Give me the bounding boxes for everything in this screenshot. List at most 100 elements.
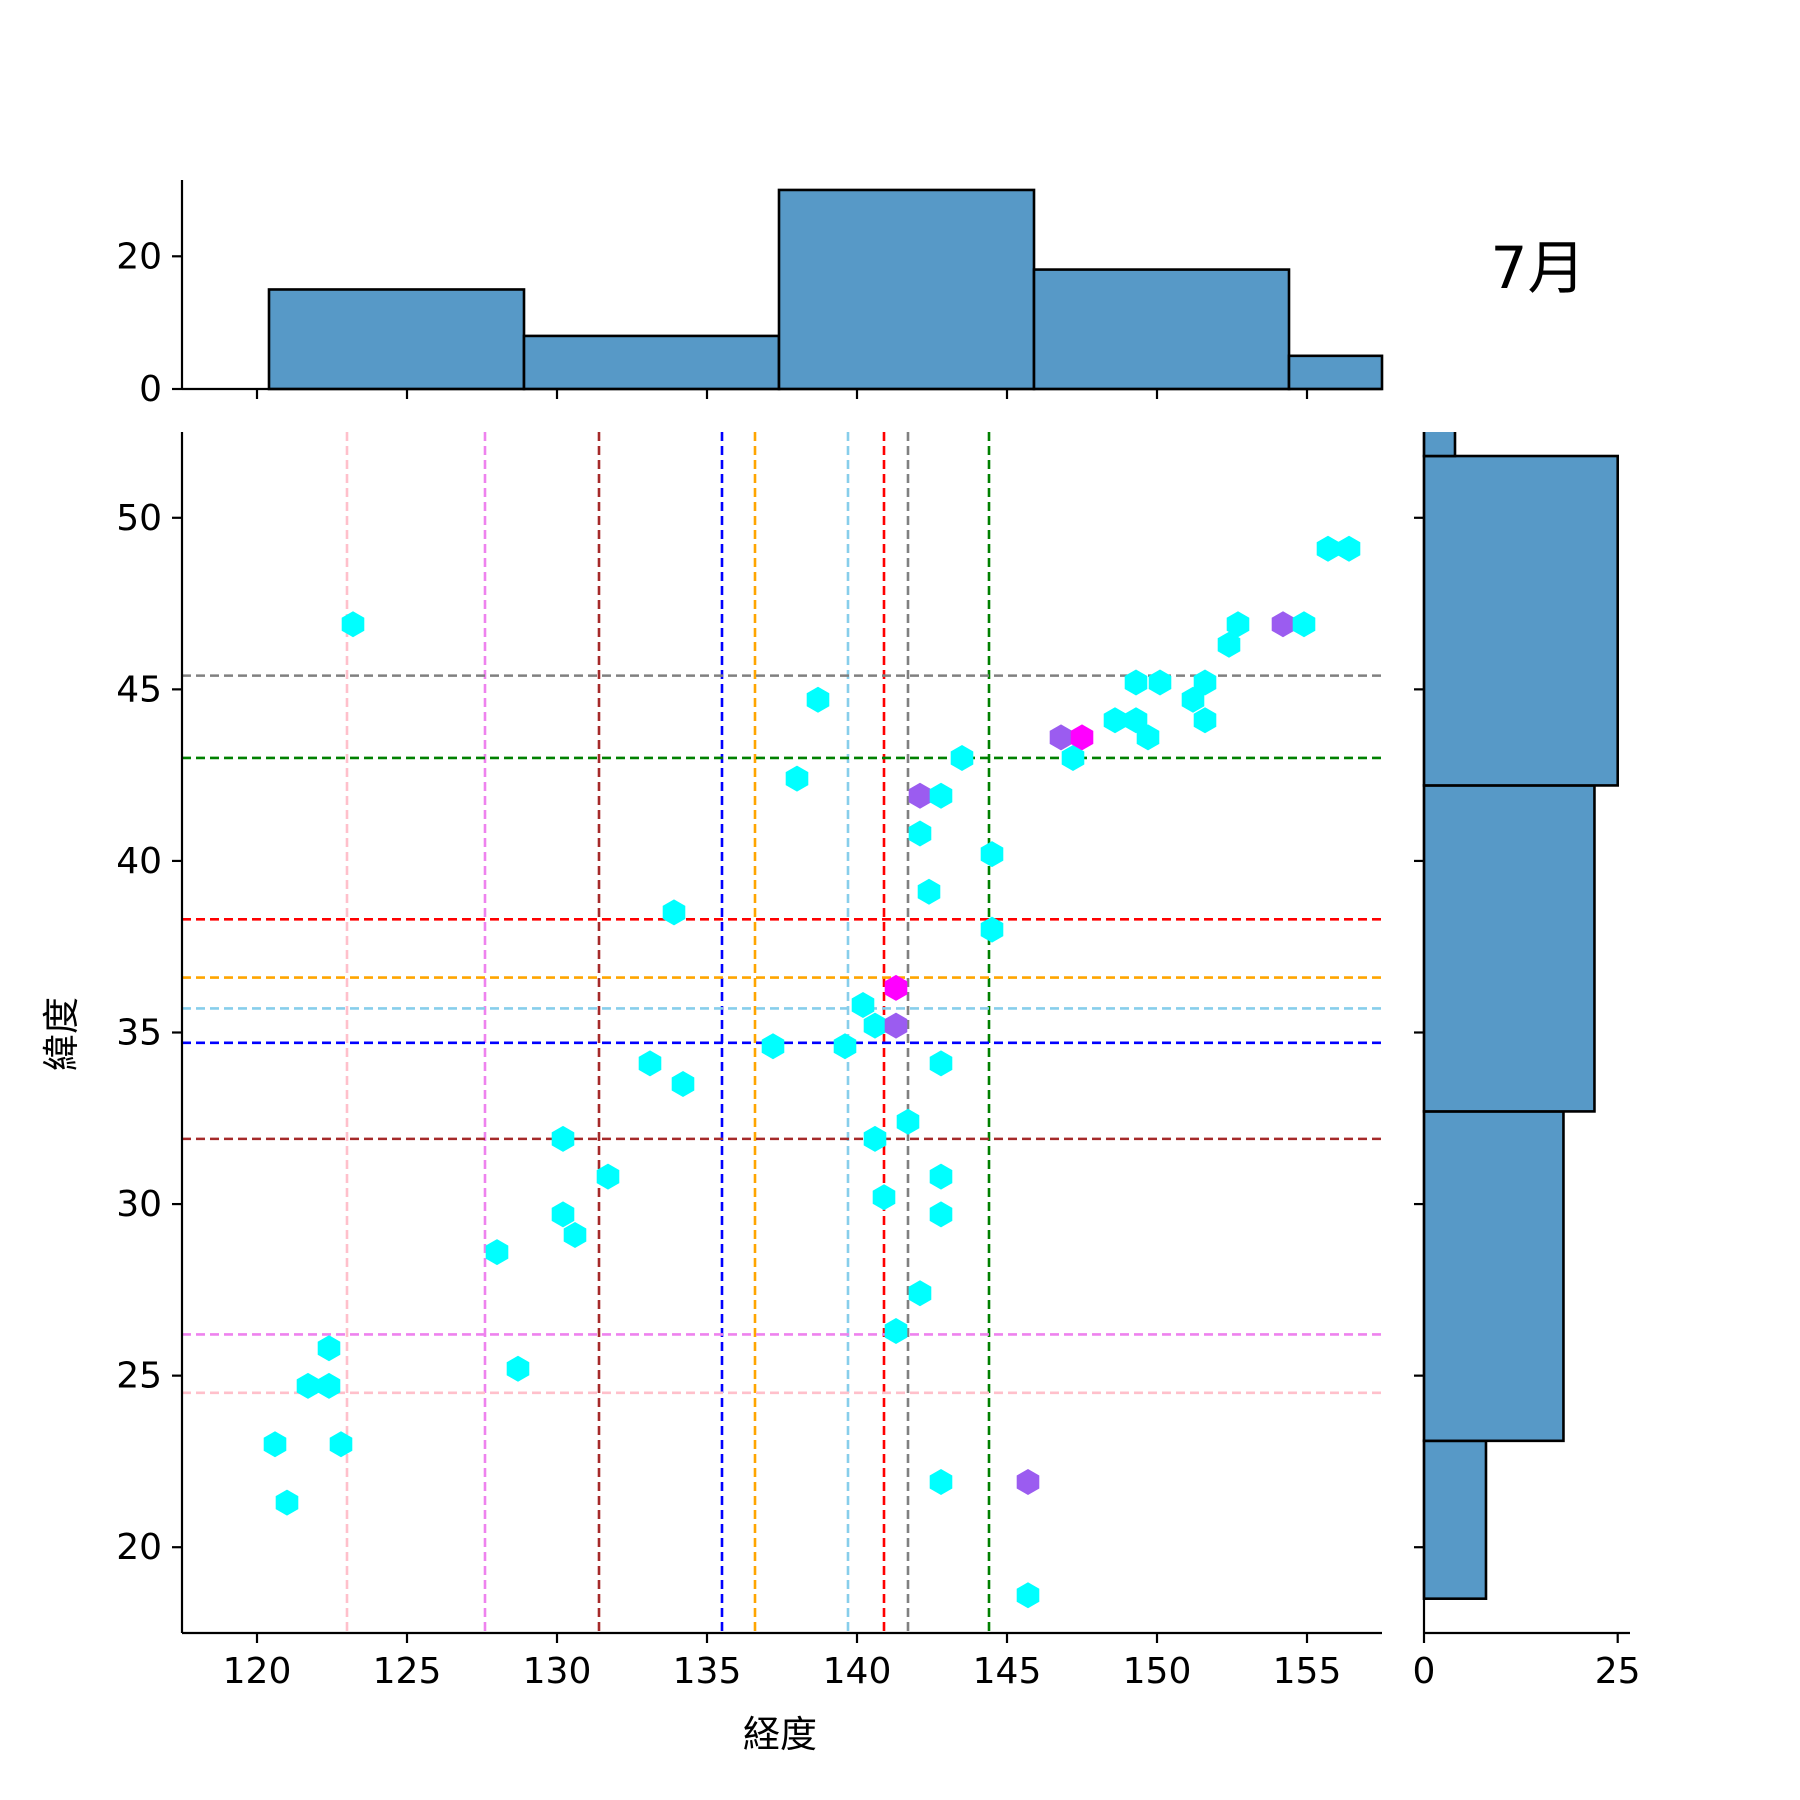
top-hist-bar-3 <box>1032 268 1291 391</box>
hex-cell-16 <box>761 1033 785 1060</box>
hex-cell-37 <box>950 745 974 771</box>
hex-cell-48 <box>1136 724 1160 751</box>
hex-cell-30 <box>908 782 932 809</box>
top-histogram <box>267 188 1384 391</box>
hex-cell-57 <box>1316 535 1340 562</box>
top-hist-bar-0 <box>267 288 526 391</box>
x-tick-label-0: 120 <box>223 1651 292 1692</box>
right-hist-x-tick-label-1: 25 <box>1595 1651 1641 1692</box>
x-tick-label-6: 150 <box>1123 1651 1192 1692</box>
y-tick-label-4: 40 <box>116 841 162 882</box>
hex-cell-17 <box>785 765 809 792</box>
hex-cell-40 <box>1016 1469 1040 1495</box>
main-plot <box>182 432 1382 1633</box>
hex-cell-45 <box>1103 707 1127 734</box>
hex-cell-10 <box>551 1201 575 1228</box>
right-hist-x-tick-label-0: 0 <box>1413 1651 1436 1692</box>
hex-cell-23 <box>872 1184 896 1211</box>
hex-cell-35 <box>929 1201 953 1228</box>
hex-cell-5 <box>317 1335 341 1362</box>
hex-cell-21 <box>863 1012 887 1039</box>
top-hist-y-tick-label-1: 20 <box>116 236 162 277</box>
hex-cell-38 <box>980 841 1004 868</box>
y-tick-label-6: 50 <box>116 498 162 539</box>
horizontal-reference-lines <box>182 674 1382 1395</box>
hex-cell-6 <box>329 1431 353 1458</box>
hex-cell-43 <box>1061 745 1085 771</box>
hex-cell-22 <box>863 1125 887 1152</box>
hexbin-cells <box>263 535 1361 1609</box>
hex-cell-50 <box>1181 686 1205 713</box>
x-tick-label-7: 155 <box>1273 1651 1342 1692</box>
y-tick-label-3: 35 <box>116 1013 162 1054</box>
hex-cell-31 <box>917 878 941 905</box>
hex-cell-46 <box>1124 707 1148 734</box>
vertical-reference-lines <box>345 432 991 1633</box>
x-tick-label-3: 135 <box>673 1651 742 1692</box>
right-hist-bar-4 <box>1422 432 1457 458</box>
x-tick-label-2: 130 <box>523 1651 592 1692</box>
hex-cell-56 <box>1292 611 1316 638</box>
hex-cell-1 <box>263 1431 287 1458</box>
x-tick-label-4: 140 <box>823 1651 892 1692</box>
hex-cell-58 <box>1337 535 1361 562</box>
hex-cell-52 <box>1193 669 1217 696</box>
x-tick-label-1: 125 <box>373 1651 442 1692</box>
hex-cell-42 <box>1049 724 1073 751</box>
hex-cell-25 <box>884 1012 908 1039</box>
hex-cell-9 <box>551 1125 575 1152</box>
hex-cell-49 <box>1148 669 1172 696</box>
top-hist-bar-1 <box>522 334 781 391</box>
hex-cell-44 <box>1070 724 1094 751</box>
y-tick-label-5: 45 <box>116 669 162 710</box>
right-hist-bars <box>1422 432 1620 1600</box>
right-hist-bar-2 <box>1422 784 1596 1113</box>
top-hist-y-tick-label-0: 0 <box>139 369 162 410</box>
y-tick-label-0: 20 <box>116 1527 162 1568</box>
hex-cell-29 <box>908 820 932 847</box>
month-annotation: 7月 <box>1491 234 1586 302</box>
hex-cell-18 <box>806 686 830 713</box>
hex-cell-3 <box>296 1372 320 1399</box>
top-hist-bar-4 <box>1287 354 1384 391</box>
hex-cell-20 <box>851 992 875 1018</box>
hex-cell-14 <box>671 1071 695 1097</box>
hex-cell-26 <box>884 1318 908 1344</box>
hex-cell-34 <box>929 1163 953 1190</box>
right-hist-bar-0 <box>1422 1439 1488 1600</box>
hex-cell-32 <box>929 782 953 809</box>
hex-cell-47 <box>1124 669 1148 696</box>
hex-cell-28 <box>908 1280 932 1307</box>
hex-cell-8 <box>506 1355 530 1382</box>
hex-cell-36 <box>929 1469 953 1495</box>
hex-cell-54 <box>1226 611 1250 638</box>
y-tick-label-1: 25 <box>116 1356 162 1397</box>
hex-cell-33 <box>929 1050 953 1077</box>
hex-cell-53 <box>1217 631 1241 658</box>
hex-cell-2 <box>275 1489 299 1516</box>
top-hist-bar-2 <box>777 188 1036 391</box>
x-tick-label-5: 145 <box>973 1651 1042 1692</box>
hex-cell-15 <box>662 899 686 926</box>
axes: 120 125 130 135 140 145 150 155 20 25 30 35 40 45 50 0 2… <box>116 180 1641 1692</box>
x-axis-title: 経度 <box>743 1713 817 1756</box>
hex-cell-12 <box>596 1163 620 1190</box>
hex-cell-27 <box>896 1108 920 1135</box>
hex-cell-39 <box>980 916 1004 943</box>
hex-cell-11 <box>563 1222 587 1248</box>
hex-cell-55 <box>1271 611 1295 638</box>
hex-cell-13 <box>638 1050 662 1077</box>
hex-cell-4 <box>317 1372 341 1399</box>
hex-cell-51 <box>1193 707 1217 734</box>
hex-cell-19 <box>833 1033 857 1060</box>
y-tick-label-2: 30 <box>116 1184 162 1225</box>
right-hist-bar-3 <box>1422 454 1620 787</box>
right-histogram <box>1422 432 1620 1600</box>
hex-cell-7 <box>485 1239 509 1266</box>
right-hist-bar-1 <box>1422 1110 1565 1443</box>
hex-cell-0 <box>341 611 365 638</box>
hex-cell-24 <box>884 974 908 1001</box>
y-axis-title: 緯度 <box>40 997 83 1071</box>
